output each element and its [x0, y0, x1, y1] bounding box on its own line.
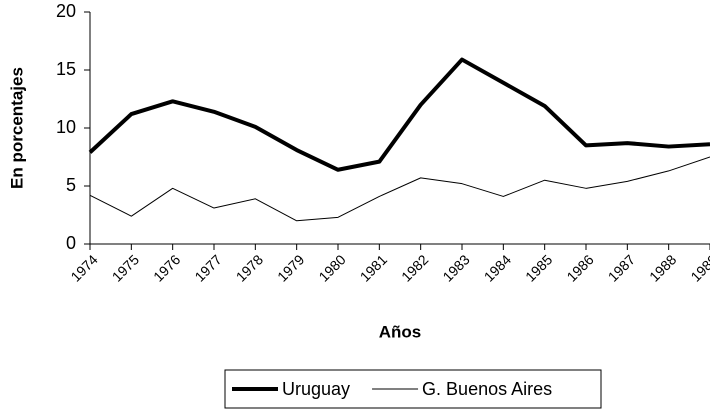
y-tick-label: 15 — [56, 59, 76, 79]
x-tick-label: 1975 — [109, 251, 142, 284]
x-axis-label: Años — [379, 322, 422, 341]
legend-label: Uruguay — [282, 379, 350, 399]
x-tick-label: 1987 — [605, 251, 638, 284]
line — [88, 57, 710, 172]
x-tick-label: 1986 — [563, 251, 596, 284]
x-tick-label: 1983 — [439, 251, 472, 284]
x-tick-label: 1979 — [274, 251, 307, 284]
legend-label: G. Buenos Aires — [422, 379, 552, 399]
x-tick-label: 1981 — [357, 251, 390, 284]
x-tick-label: 1982 — [398, 251, 431, 284]
x-tick-label: 1977 — [191, 251, 224, 284]
x-tick-label: 1988 — [646, 251, 679, 284]
y-tick-label: 10 — [56, 117, 76, 137]
x-tick-label: 1989 — [687, 251, 710, 284]
x-tick-label: 1984 — [481, 251, 514, 284]
x-tick-label: 1978 — [233, 251, 266, 284]
x-tick-label: 1974 — [67, 251, 100, 284]
legend-box — [224, 369, 602, 409]
line — [89, 156, 710, 222]
x-tick-label: 1980 — [315, 251, 348, 284]
y-tick-label: 20 — [56, 1, 76, 21]
x-tick-label: 1985 — [522, 251, 555, 284]
y-tick-label: 5 — [66, 175, 76, 195]
x-tick-label: 1976 — [150, 251, 183, 284]
y-axis-label: En porcentajes — [7, 67, 26, 189]
y-tick-label: 0 — [66, 233, 76, 253]
